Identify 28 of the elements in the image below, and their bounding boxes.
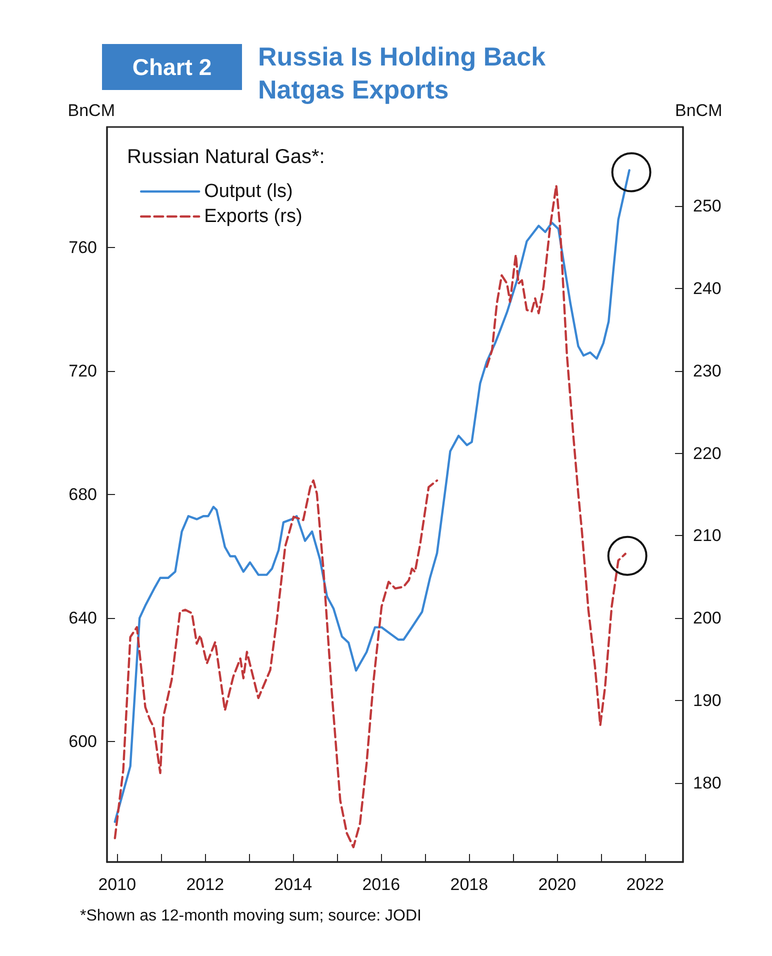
y-tick-label: 600 <box>68 732 97 752</box>
x-tick-label: 2010 <box>98 875 136 894</box>
y2-tick-label: 200 <box>693 608 722 628</box>
chart-subtitle: Chart 2 <box>132 54 212 80</box>
x-tick-label: 2018 <box>450 875 488 894</box>
y2-tick-label: 180 <box>693 773 722 792</box>
y2-tick-label: 230 <box>693 361 722 380</box>
legend-label: Output (ls) <box>204 181 293 202</box>
y-tick-label: 680 <box>68 485 97 504</box>
y2-tick-label: 240 <box>693 279 722 298</box>
y2-tick-label: 190 <box>693 691 722 710</box>
legend-title: Russian Natural Gas*: <box>127 146 325 168</box>
x-tick-label: 2022 <box>626 875 664 894</box>
y-tick-label: 640 <box>68 608 97 628</box>
x-tick-label: 2014 <box>274 875 312 894</box>
y2-axis-title: BnCM <box>675 101 722 120</box>
y2-tick-label: 210 <box>693 526 722 546</box>
y-axis-title: BnCM <box>68 101 115 120</box>
y2-tick-label: 250 <box>693 196 722 216</box>
x-tick-label: 2020 <box>538 875 576 894</box>
legend-label: Exports (rs) <box>204 206 302 227</box>
y2-tick-label: 220 <box>693 444 722 463</box>
y-tick-label: 720 <box>68 361 97 380</box>
y-tick-label: 760 <box>68 238 97 257</box>
chart-title: Russia Is Holding Back Natgas Exports <box>258 42 553 104</box>
x-tick-label: 2016 <box>362 875 400 894</box>
text: *Shown as 12-month moving sum; source: JODI <box>80 908 422 924</box>
x-tick-label: 2012 <box>186 875 224 894</box>
